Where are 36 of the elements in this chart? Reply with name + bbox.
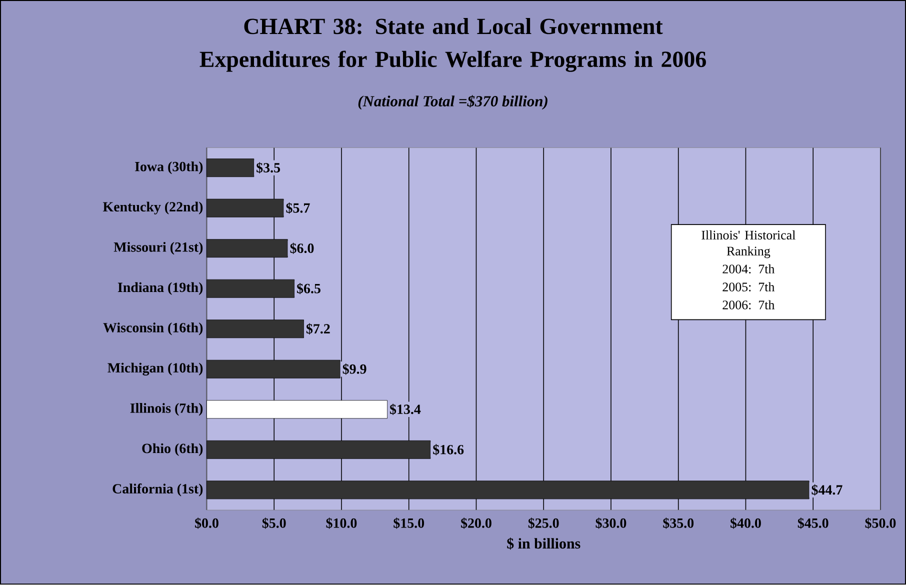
y-tick-label: Wisconsin (16th): [103, 322, 203, 336]
x-tick-label: $40.0: [730, 518, 761, 529]
x-axis-title: $ in billions: [507, 538, 580, 550]
x-tick-label: $0.0: [195, 518, 218, 529]
y-tick-label: Missouri (21st): [114, 242, 203, 255]
y-tick-label: California (1st): [112, 484, 203, 496]
x-tick-label: $15.0: [394, 518, 424, 529]
x-tick-label: $30.0: [596, 518, 626, 529]
x-tick-label: $45.0: [798, 518, 828, 529]
data-label: $16.6: [433, 444, 464, 456]
data-label: $7.2: [306, 323, 330, 335]
x-tick-label: $20.0: [461, 518, 492, 529]
chart-title: CHART 38: State and Local Government Expenditures for Public Welfare Programs in 2006: [200, 18, 706, 72]
annotation: 2005: 7th: [722, 282, 775, 292]
x-tick-label: $25.0: [528, 518, 559, 529]
y-tick-label: Michigan (10th): [108, 362, 203, 376]
y-tick-label: Iowa (30th): [135, 162, 203, 174]
x-tick-label: $35.0: [663, 518, 694, 529]
data-label: $13.4: [390, 404, 421, 416]
data-label: $44.7: [812, 484, 842, 496]
x-tick-label: $10.0: [326, 518, 357, 529]
y-tick-label: Kentucky (22nd): [102, 202, 203, 215]
annotation: 2004: 7th: [722, 264, 775, 274]
data-label: $9.9: [342, 364, 366, 375]
data-label: $3.5: [256, 162, 280, 174]
y-tick-label: Ohio (6th): [142, 443, 203, 456]
data-label: $6.0: [290, 242, 314, 254]
y-tick-label: Illinois (7th): [130, 403, 203, 416]
annotation: 2006: 7th: [722, 300, 775, 310]
y-tick-label: Indiana (19th): [118, 282, 203, 296]
annotation: Illinois' Historical Ranking: [702, 230, 796, 258]
chart-subtitle: (National Total =$370 billion): [358, 95, 548, 110]
data-label: $6.5: [297, 283, 320, 294]
x-tick-label: $5.0: [262, 518, 286, 529]
data-label: $5.7: [286, 202, 310, 214]
x-tick-label: $50.0: [865, 518, 896, 529]
